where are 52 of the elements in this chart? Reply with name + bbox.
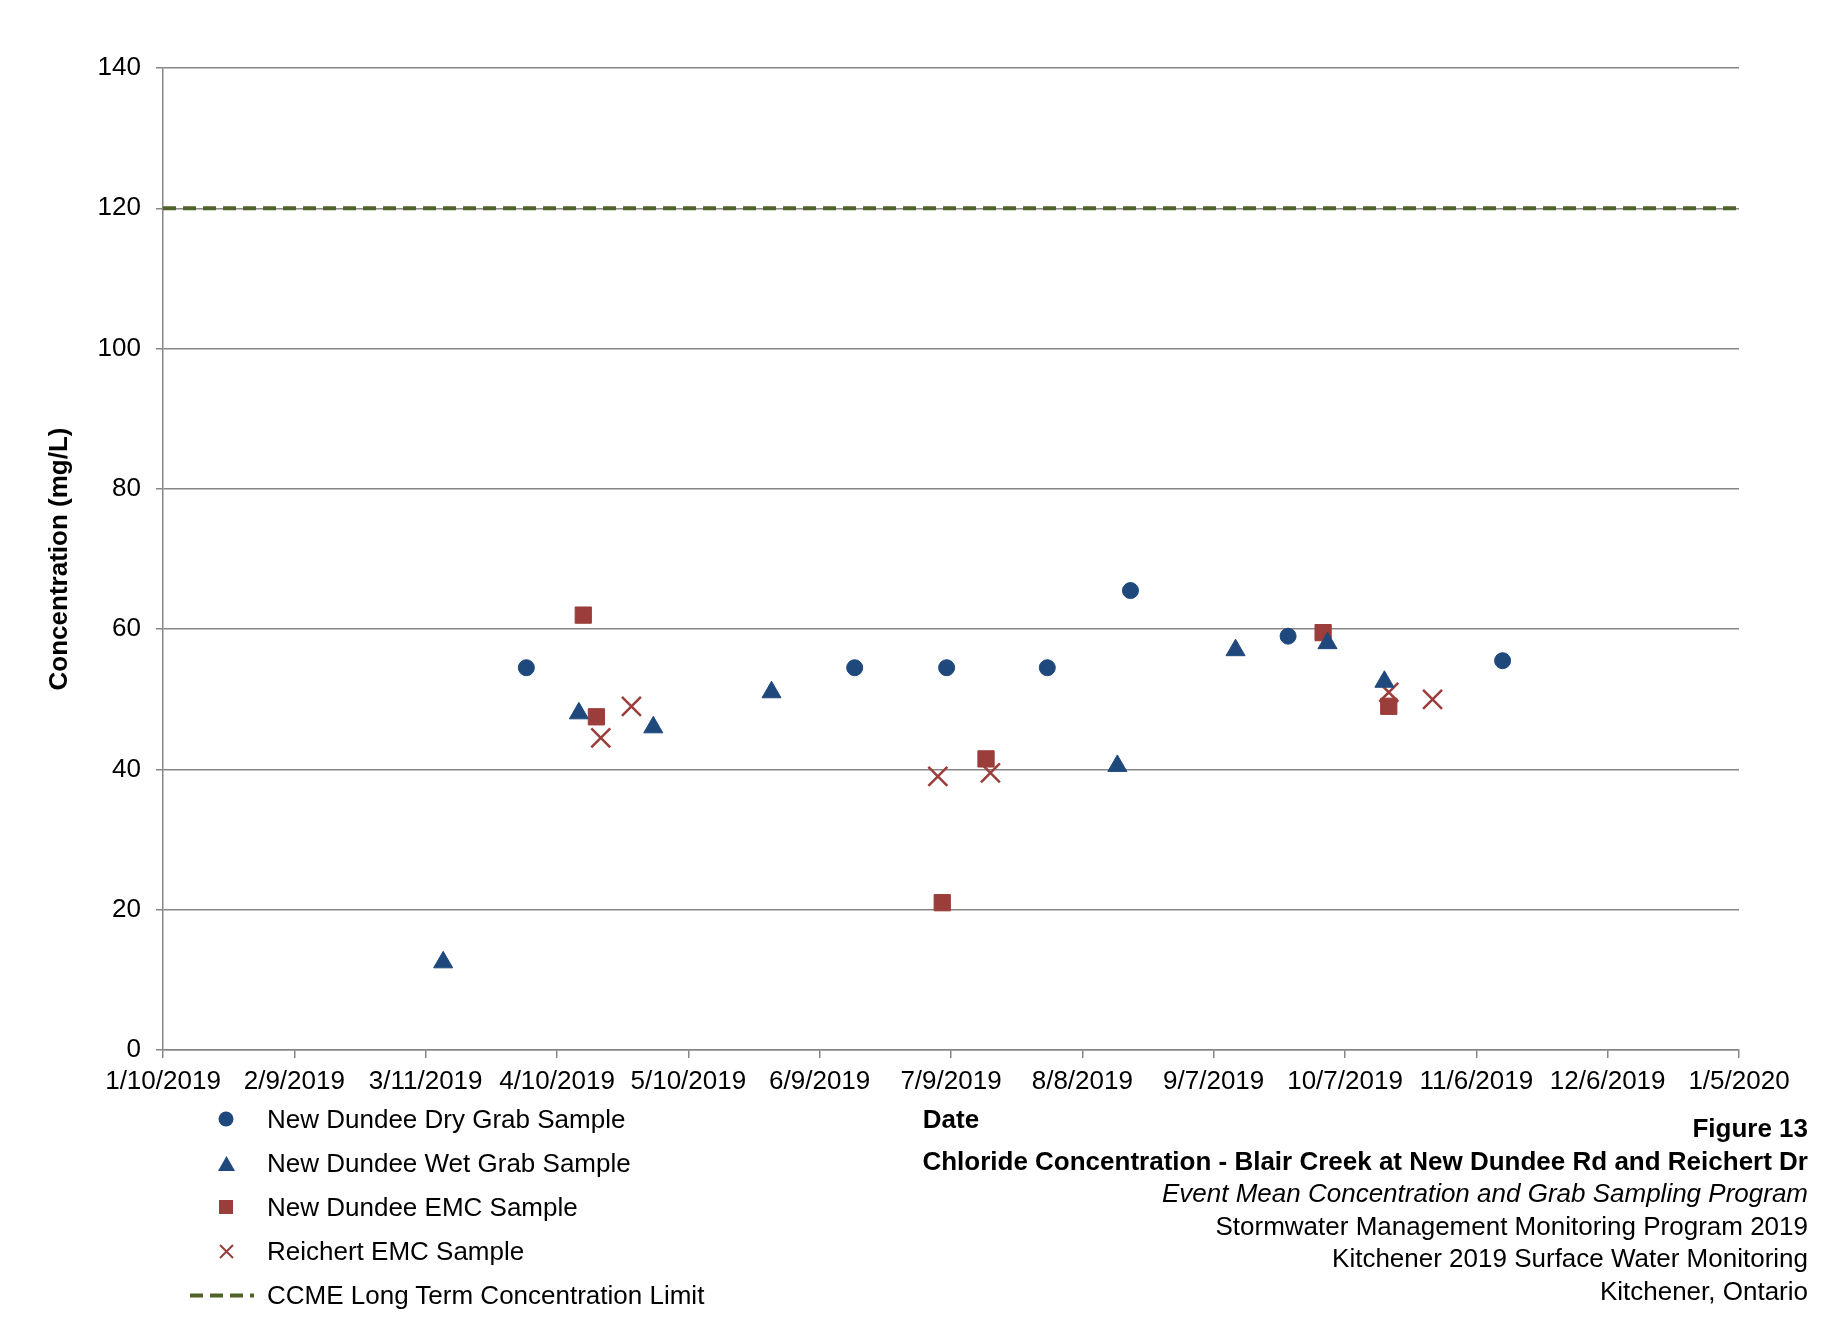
x-tick-label: 7/9/2019 bbox=[900, 1064, 1002, 1095]
y-tick-label: 80 bbox=[112, 472, 141, 503]
y-tick-label: 100 bbox=[97, 331, 141, 362]
x-tick-label: 11/6/2019 bbox=[1419, 1064, 1534, 1095]
point bbox=[590, 727, 612, 749]
point bbox=[933, 894, 951, 912]
y-axis-title: Concentration (mg/L) bbox=[42, 427, 73, 691]
point bbox=[927, 765, 949, 788]
point bbox=[587, 708, 606, 726]
text: Kitchener 2019 Surface Water Monitoring bbox=[1332, 1243, 1808, 1273]
point bbox=[620, 695, 643, 718]
point bbox=[938, 659, 956, 677]
point bbox=[1279, 627, 1297, 645]
point bbox=[1121, 582, 1139, 600]
x-tick-label: 12/6/2019 bbox=[1549, 1064, 1666, 1095]
legend-label: New Dundee Dry Grab Sample bbox=[267, 1104, 626, 1134]
x-tick-label: 4/10/2019 bbox=[499, 1064, 615, 1095]
point bbox=[1038, 659, 1056, 677]
caption: Figure 13 bbox=[1692, 1113, 1808, 1143]
y-tick-label: 140 bbox=[97, 51, 141, 82]
point bbox=[574, 606, 592, 624]
y-tick-label: 120 bbox=[97, 191, 141, 222]
x-tick-label: 3/11/2019 bbox=[368, 1064, 483, 1095]
point bbox=[517, 659, 535, 677]
text: Event Mean Concentration and Grab Sampling Program bbox=[1161, 1178, 1808, 1208]
point bbox=[1494, 652, 1512, 670]
y-tick-label: 20 bbox=[112, 892, 141, 923]
text: Stormwater Management Monitoring Program 2019 bbox=[1215, 1210, 1808, 1241]
x-tick-label: 8/8/2019 bbox=[1031, 1064, 1133, 1095]
point bbox=[846, 659, 864, 677]
legend-label: New Dundee EMC Sample bbox=[267, 1192, 578, 1222]
y-tick-label: 60 bbox=[112, 612, 141, 643]
text: Kitchener, Ontario bbox=[1599, 1275, 1808, 1306]
legend-label: Reichert EMC Sample bbox=[267, 1236, 525, 1266]
x-tick-label: 10/7/2019 bbox=[1287, 1064, 1403, 1095]
legend-label: New Dundee Wet Grab Sample bbox=[267, 1148, 631, 1178]
text: Chloride Concentration - Blair Creek at New Dundee Rd and Reichert Dr bbox=[922, 1145, 1808, 1176]
legend-label: CCME Long Term Concentration Limit bbox=[267, 1280, 705, 1310]
x-tick-label: 5/10/2019 bbox=[630, 1064, 747, 1095]
x-axis-title: Date bbox=[922, 1103, 980, 1134]
point bbox=[977, 750, 995, 768]
x-tick-label: 9/7/2019 bbox=[1163, 1064, 1265, 1095]
x-tick-label: 2/9/2019 bbox=[243, 1064, 345, 1095]
point bbox=[979, 762, 1002, 784]
x-tick-label: 1/5/2020 bbox=[1688, 1064, 1790, 1095]
y-tick-label: 40 bbox=[112, 752, 141, 783]
x-tick-label: 1/10/2019 bbox=[105, 1064, 221, 1095]
x-tick-label: 6/9/2019 bbox=[769, 1064, 871, 1095]
point bbox=[1380, 697, 1398, 715]
point bbox=[1421, 688, 1444, 711]
y-tick-label: 0 bbox=[126, 1033, 141, 1064]
point bbox=[1378, 681, 1400, 703]
